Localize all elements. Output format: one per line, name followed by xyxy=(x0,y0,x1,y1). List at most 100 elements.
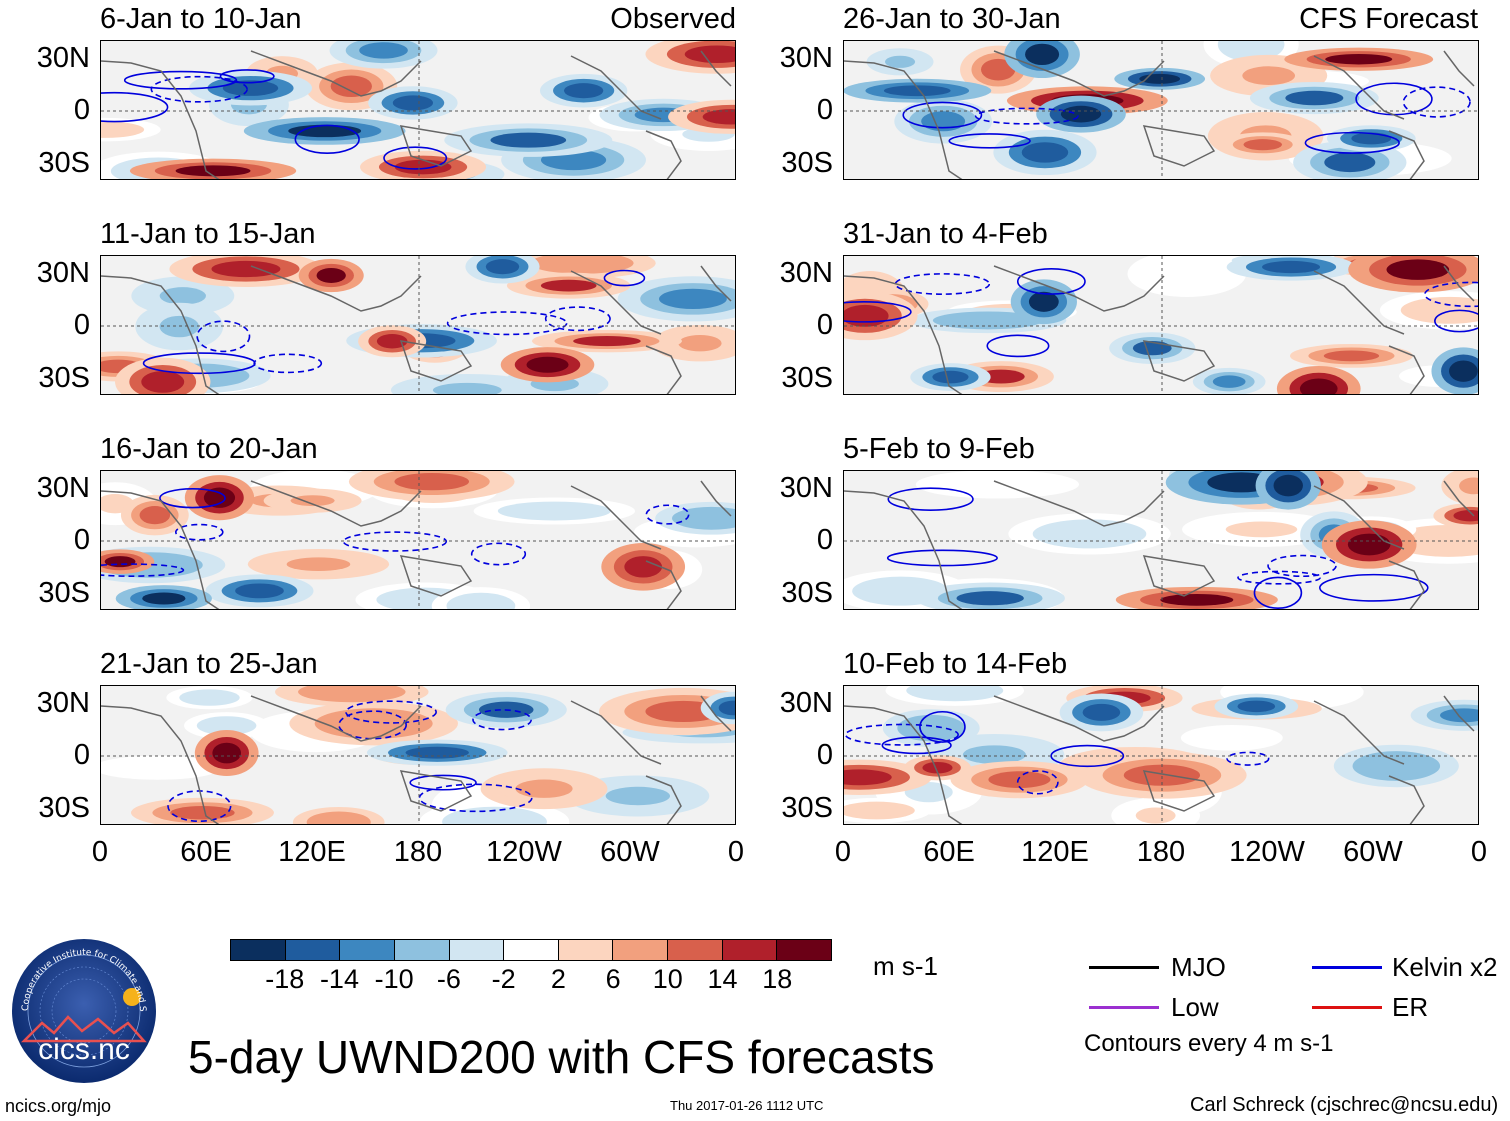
colorbar-tick-label: 10 xyxy=(652,964,683,994)
anomaly-shading xyxy=(139,506,171,525)
x-tick-label: 60E xyxy=(180,836,232,868)
y-tick-label: 30S xyxy=(781,361,833,394)
coastline xyxy=(993,50,1165,97)
coastline xyxy=(101,275,220,394)
coastline xyxy=(645,130,682,179)
anomaly-shading xyxy=(1262,260,1321,274)
anomaly-shading xyxy=(517,504,591,518)
coastline xyxy=(1388,775,1425,824)
coastline xyxy=(1313,270,1405,335)
x-tick-label: 120E xyxy=(1021,836,1089,868)
legend-label-low: Low xyxy=(1171,992,1219,1022)
legend-line-er xyxy=(1312,1006,1382,1009)
anomaly-shading xyxy=(1160,593,1234,606)
colorbar-swatch xyxy=(504,940,559,960)
coastline xyxy=(399,125,473,167)
colorbar-tick-label: -10 xyxy=(374,964,414,994)
coastline xyxy=(570,485,662,550)
panel-svg xyxy=(101,256,735,394)
y-tick-label: 0 xyxy=(73,309,90,341)
kelvin-contour xyxy=(383,146,448,170)
coastline xyxy=(700,480,732,517)
kelvin-contour xyxy=(294,124,360,155)
anomaly-shading xyxy=(1160,263,1214,285)
anomaly-shading xyxy=(376,334,408,349)
kelvin-contour xyxy=(409,774,477,791)
colorbar-swatch xyxy=(394,940,450,960)
kelvin-contour xyxy=(253,353,323,374)
panel-svg xyxy=(101,471,735,609)
logo-text: cics.nc xyxy=(38,1033,130,1066)
y-tick-label: 30S xyxy=(38,146,90,179)
anomaly-shading xyxy=(318,815,360,824)
coastline xyxy=(1142,125,1216,167)
anomaly-shading xyxy=(317,686,387,699)
coastline xyxy=(1313,485,1405,550)
legend-line-low xyxy=(1089,1006,1159,1009)
coastline xyxy=(399,770,473,812)
kelvin-contour xyxy=(338,710,407,740)
panel-svg xyxy=(844,256,1478,394)
panel-map xyxy=(843,255,1479,395)
anomaly-shading xyxy=(190,692,229,703)
y-tick-label: 30S xyxy=(781,146,833,179)
anomaly-shading xyxy=(392,95,434,111)
anomaly-shading xyxy=(573,336,641,347)
coastline xyxy=(250,50,422,97)
anomaly-shading xyxy=(1285,90,1344,106)
anomaly-shading xyxy=(1449,360,1478,382)
panel-map xyxy=(843,685,1479,825)
anomaly-shading xyxy=(1242,66,1296,85)
kelvin-contour xyxy=(887,487,974,511)
anomaly-shading xyxy=(548,256,616,271)
anomaly-shading xyxy=(540,279,597,292)
coastline xyxy=(1388,130,1425,179)
coastline xyxy=(1443,695,1475,732)
colorbar-swatch xyxy=(777,940,832,960)
y-tick-label: 30S xyxy=(38,791,90,824)
coastline xyxy=(250,480,422,527)
anomaly-shading xyxy=(564,83,604,99)
anomaly-shading xyxy=(490,132,567,148)
anomaly-shading xyxy=(960,477,1035,491)
x-tick-label: 60W xyxy=(600,836,660,868)
colorbar-tick-label: 2 xyxy=(550,964,566,994)
anomaly-shading xyxy=(394,159,452,175)
coastline xyxy=(250,695,422,742)
anomaly-shading xyxy=(330,75,372,98)
legend-label-mjo: MJO xyxy=(1171,952,1226,982)
panel-svg xyxy=(101,41,735,179)
kelvin-contour xyxy=(886,549,998,567)
y-tick-label: 0 xyxy=(73,524,90,556)
panel-map xyxy=(100,40,736,180)
kelvin-contour xyxy=(470,542,527,566)
anomaly-shading xyxy=(141,371,185,393)
colorbar-swatch xyxy=(449,940,505,960)
panel-map xyxy=(100,685,736,825)
kelvin-contour xyxy=(1434,309,1478,333)
kelvin-contour xyxy=(948,133,1031,149)
anomaly-shading xyxy=(485,259,520,275)
y-tick-label: 30N xyxy=(36,686,90,719)
anomaly-shading xyxy=(170,806,235,820)
kelvin-contour xyxy=(881,736,952,755)
panel-svg xyxy=(844,41,1478,179)
anomaly-shading xyxy=(460,812,529,824)
anomaly-shading xyxy=(1325,54,1393,65)
kelvin-contour xyxy=(1050,744,1125,768)
colorbar-swatch xyxy=(285,940,341,960)
anomaly-shading xyxy=(884,55,916,68)
colorbar-tick-label: -18 xyxy=(265,964,305,994)
kelvin-contour xyxy=(446,311,568,336)
anomaly-shading xyxy=(1021,142,1069,163)
panel-map xyxy=(100,255,736,395)
colorbar-swatch xyxy=(613,940,669,960)
anomaly-shading xyxy=(212,742,242,764)
anomaly-shading xyxy=(290,495,335,507)
footer-url[interactable]: ncics.org/mjo xyxy=(5,1096,112,1116)
x-tick-label: 180 xyxy=(393,836,443,868)
y-tick-label: 0 xyxy=(73,739,90,771)
y-tick-label: 0 xyxy=(73,94,90,126)
x-tick-label: 0 xyxy=(834,836,852,868)
anomaly-shading xyxy=(962,745,1026,764)
